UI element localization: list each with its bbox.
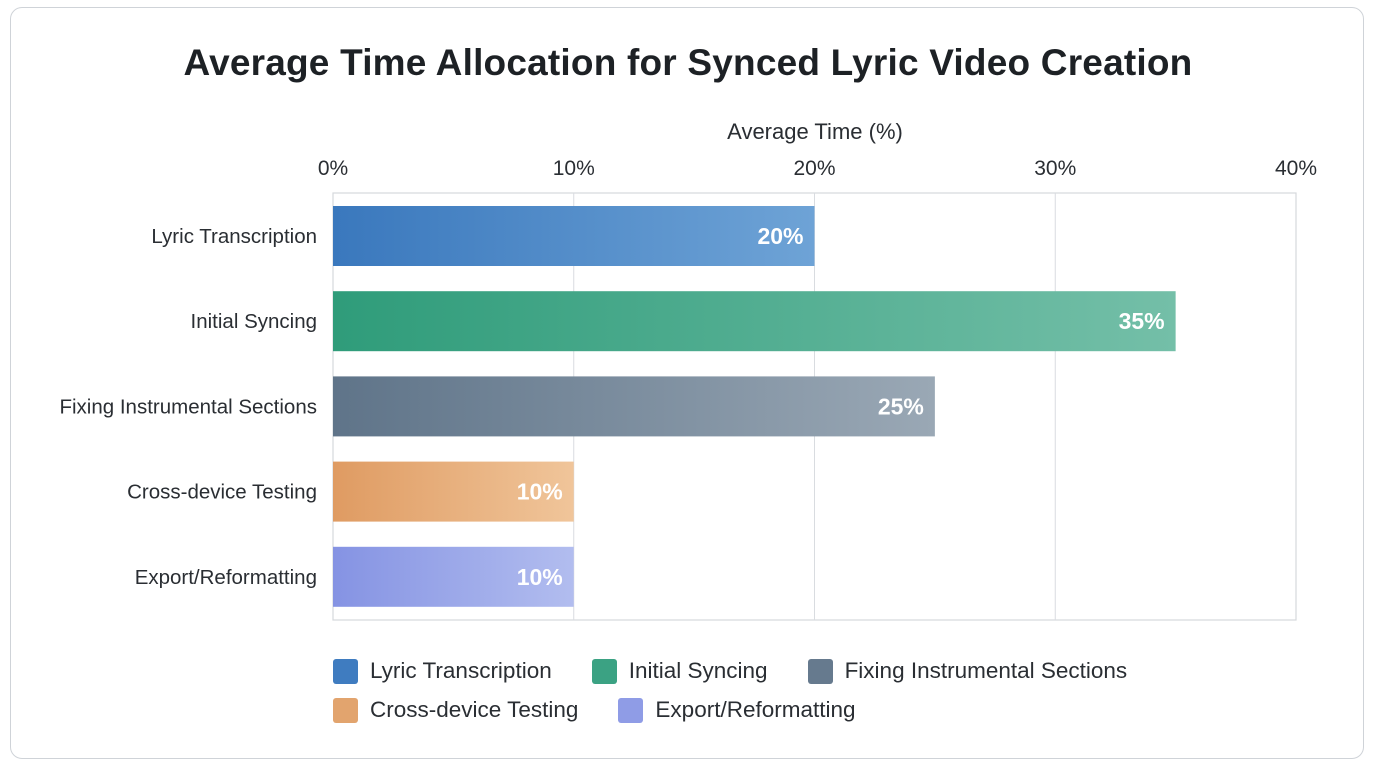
x-tick-label: 0%	[318, 157, 348, 180]
bar-value-label: 25%	[878, 393, 924, 419]
legend-item-cross-device-testing: Cross-device Testing	[333, 697, 578, 723]
category-label: Fixing Instrumental Sections	[59, 395, 317, 418]
bar-export-reformatting	[333, 546, 574, 607]
legend-swatch	[618, 697, 644, 723]
x-tick-label: 30%	[1034, 157, 1076, 180]
legend: Lyric Transcription Initial Syncing Fixi…	[333, 652, 1233, 730]
category-label: Cross-device Testing	[127, 481, 317, 504]
category-label: Export/Reformatting	[135, 566, 317, 589]
legend-label: Export/Reformatting	[655, 697, 856, 722]
bar-value-label: 10%	[517, 479, 563, 505]
bar-fixing-instrumental-sections	[333, 376, 935, 437]
bars	[333, 206, 1176, 607]
legend-label: Initial Syncing	[628, 658, 768, 683]
x-axis-title: Average Time (%)	[727, 119, 903, 144]
x-axis-ticks: 0% 10% 20% 30% 40%	[318, 157, 1317, 180]
legend-swatch	[591, 658, 617, 684]
bar-cross-device-testing	[333, 461, 574, 522]
legend-swatch	[807, 658, 833, 684]
category-label: Lyric Transcription	[151, 225, 317, 248]
legend-label: Lyric Transcription	[370, 658, 552, 683]
legend-label: Cross-device Testing	[370, 697, 579, 722]
category-label: Initial Syncing	[191, 310, 317, 333]
bar-value-label: 35%	[1119, 308, 1165, 334]
legend-swatch	[333, 658, 358, 684]
chart-title: Average Time Allocation for Synced Lyric…	[183, 42, 1193, 83]
legend-row: Cross-device Testing Export/Reformatting	[333, 691, 1233, 729]
legend-item-export-reformatting: Export/Reformatting	[618, 697, 856, 723]
bar-value-label: 20%	[757, 223, 803, 249]
x-tick-label: 40%	[1275, 157, 1317, 180]
bar-initial-syncing	[333, 291, 1176, 352]
category-labels: Lyric Transcription Initial Syncing Fixing…	[59, 225, 317, 589]
legend-item-fixing-instrumental-sections: Fixing Instrumental Sections	[807, 658, 1128, 684]
legend-item-lyric-transcription: Lyric Transcription	[333, 658, 552, 684]
legend-label: Fixing Instrumental Sections	[844, 658, 1128, 683]
bar-lyric-transcription	[333, 206, 815, 266]
legend-swatch	[333, 697, 358, 723]
legend-row: Lyric Transcription Initial Syncing Fixi…	[333, 652, 1233, 690]
x-tick-label: 20%	[793, 157, 835, 180]
bar-value-label: 10%	[517, 564, 563, 590]
bar-value-labels: 20% 35% 25% 10% 10%	[517, 223, 1165, 590]
x-tick-label: 10%	[553, 157, 595, 180]
legend-item-initial-syncing: Initial Syncing	[591, 658, 768, 684]
